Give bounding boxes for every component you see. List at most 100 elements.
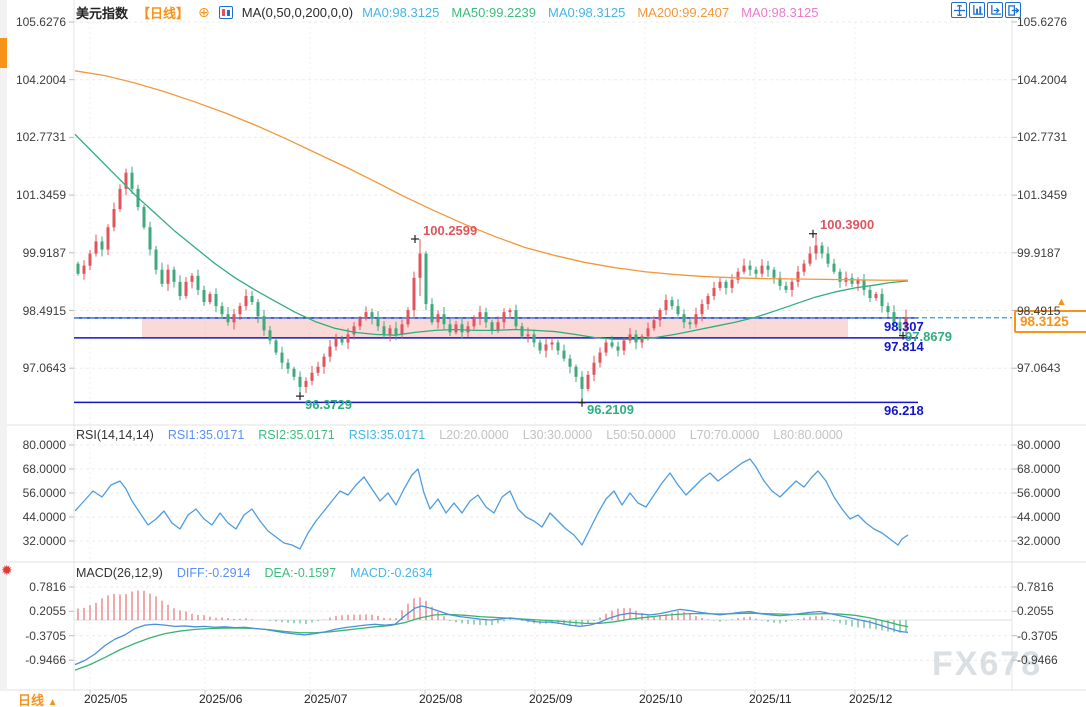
ma-settings[interactable]: MA(0,50,0,200,0,0) [241, 5, 354, 20]
rsi-axis-label-right: 68.0000 [1017, 462, 1061, 476]
candle-body [370, 312, 374, 319]
candle-body [244, 295, 248, 307]
candle-body [802, 263, 806, 272]
candle-body [898, 322, 902, 331]
candle-body [586, 374, 590, 389]
ma200-line [74, 70, 909, 281]
price-axis-scale-icon[interactable] [969, 2, 985, 18]
candle-body [388, 328, 392, 335]
candle-body [310, 372, 314, 381]
candle-body [274, 340, 278, 353]
candle-body [688, 322, 692, 325]
ma-value: MA50:99.2239 [451, 5, 536, 20]
candle-body [556, 342, 560, 351]
candle-body [826, 253, 830, 264]
candle-body [904, 317, 908, 329]
price-axis-label-left: 102.7731 [15, 130, 66, 145]
candle-body [190, 275, 194, 282]
extreme-value-annotation: 97.8679 [905, 329, 952, 344]
macd-values: DIFF:-0.2914 DEA:-0.1597 MACD:-0.2634 [177, 566, 433, 580]
candle-body [400, 324, 404, 335]
price-axis-label-right: 104.2004 [1017, 72, 1068, 87]
candle-body [292, 368, 296, 377]
price-axis-label-left: 98.4915 [22, 303, 66, 318]
candle-body [772, 269, 776, 278]
candle-body [634, 334, 638, 343]
time-axis-scale-icon[interactable] [987, 2, 1003, 18]
support-level-label: 97.814 [884, 338, 924, 354]
candle-body [148, 227, 152, 250]
candle-body [580, 376, 584, 389]
candle-body [88, 253, 92, 266]
candle-body [256, 302, 260, 317]
price-axis-label-left: 99.9187 [22, 245, 66, 260]
rsi-value: RSI1:35.0171 [167, 428, 245, 442]
period-selector-label[interactable]: 日线 [18, 693, 45, 707]
candle-body [868, 289, 872, 299]
chart-header: 美元指数 【日线】 ⊕ MA(0,50,0,200,0,0) MA0:98.31… [76, 3, 818, 22]
candle-body [760, 265, 764, 274]
candlestick-chart-icon[interactable] [218, 6, 233, 19]
candle-body [874, 293, 878, 299]
candle-body [598, 352, 602, 363]
candle-body [334, 338, 338, 347]
macd-value: DEA:-0.1597 [264, 566, 337, 580]
candle-body [610, 342, 614, 347]
candle-body [862, 279, 866, 290]
candle-body [172, 269, 176, 282]
candle-body [448, 324, 452, 333]
extreme-value-annotation: 96.3729 [305, 397, 352, 412]
macd-title[interactable]: MACD(26,12,9) [76, 566, 163, 580]
restore-view-icon[interactable] [1005, 2, 1021, 18]
candle-body [112, 209, 116, 228]
period-selector[interactable]: 日线 ▲ [18, 690, 58, 707]
candle-body [130, 172, 134, 189]
ma-value: MA0:98.3125 [547, 5, 626, 20]
candle-body [142, 207, 146, 228]
macd-axis-label-right: -0.3705 [1017, 628, 1058, 643]
candle-body [592, 362, 596, 375]
rsi-axis-label-right: 80.0000 [1017, 438, 1061, 452]
left-scroll-strip[interactable] [0, 0, 7, 690]
candle-body [700, 304, 704, 315]
candle-body [808, 253, 812, 264]
candle-body [262, 316, 266, 331]
date-axis-label: 2025/08 [419, 692, 463, 706]
current-price-value: 98.3125 [1020, 314, 1069, 329]
price-axis-label-right: 101.3459 [1017, 188, 1068, 203]
candle-body [880, 293, 884, 307]
candle-body [346, 334, 350, 343]
rsi-value: RSI2:35.0171 [258, 428, 335, 442]
candle-body [766, 265, 770, 270]
candle-body [358, 318, 362, 327]
add-indicator-icon[interactable]: ⊕ [198, 4, 210, 20]
price-axis-label-left: 104.2004 [15, 72, 66, 87]
macd-axis-label-left: -0.9466 [25, 653, 66, 668]
candle-body [82, 265, 86, 274]
candle-body [676, 306, 680, 315]
macd-axis-label-left: 0.7816 [29, 580, 66, 594]
ma-values: MA0:98.3125 MA50:99.2239 MA0:98.3125 MA200:… [362, 5, 818, 20]
extreme-value-annotation: 96.2109 [587, 402, 634, 417]
candle-body [382, 326, 386, 335]
candle-body [178, 281, 182, 296]
period-selector-arrow-icon[interactable]: ▲ [47, 697, 58, 707]
rsi-title[interactable]: RSI(14,14,14) [76, 428, 154, 442]
candle-body [730, 279, 734, 288]
extreme-value-annotation: 100.3900 [820, 217, 875, 232]
candle-body [478, 312, 482, 319]
candle-body [568, 358, 572, 367]
candle-body [166, 269, 170, 284]
period-tag[interactable]: 【日线】 [137, 6, 190, 21]
crosshair-move-icon[interactable] [951, 2, 967, 18]
candle-body [718, 281, 722, 288]
price-axis-label-right: 102.7731 [1017, 130, 1068, 145]
ma50-line [74, 133, 909, 340]
candle-body [340, 338, 344, 343]
candle-body [268, 330, 272, 341]
candle-body [640, 336, 644, 343]
candle-body [424, 253, 428, 305]
date-axis-label: 2025/05 [84, 692, 128, 706]
scroll-thumb[interactable] [0, 38, 7, 68]
